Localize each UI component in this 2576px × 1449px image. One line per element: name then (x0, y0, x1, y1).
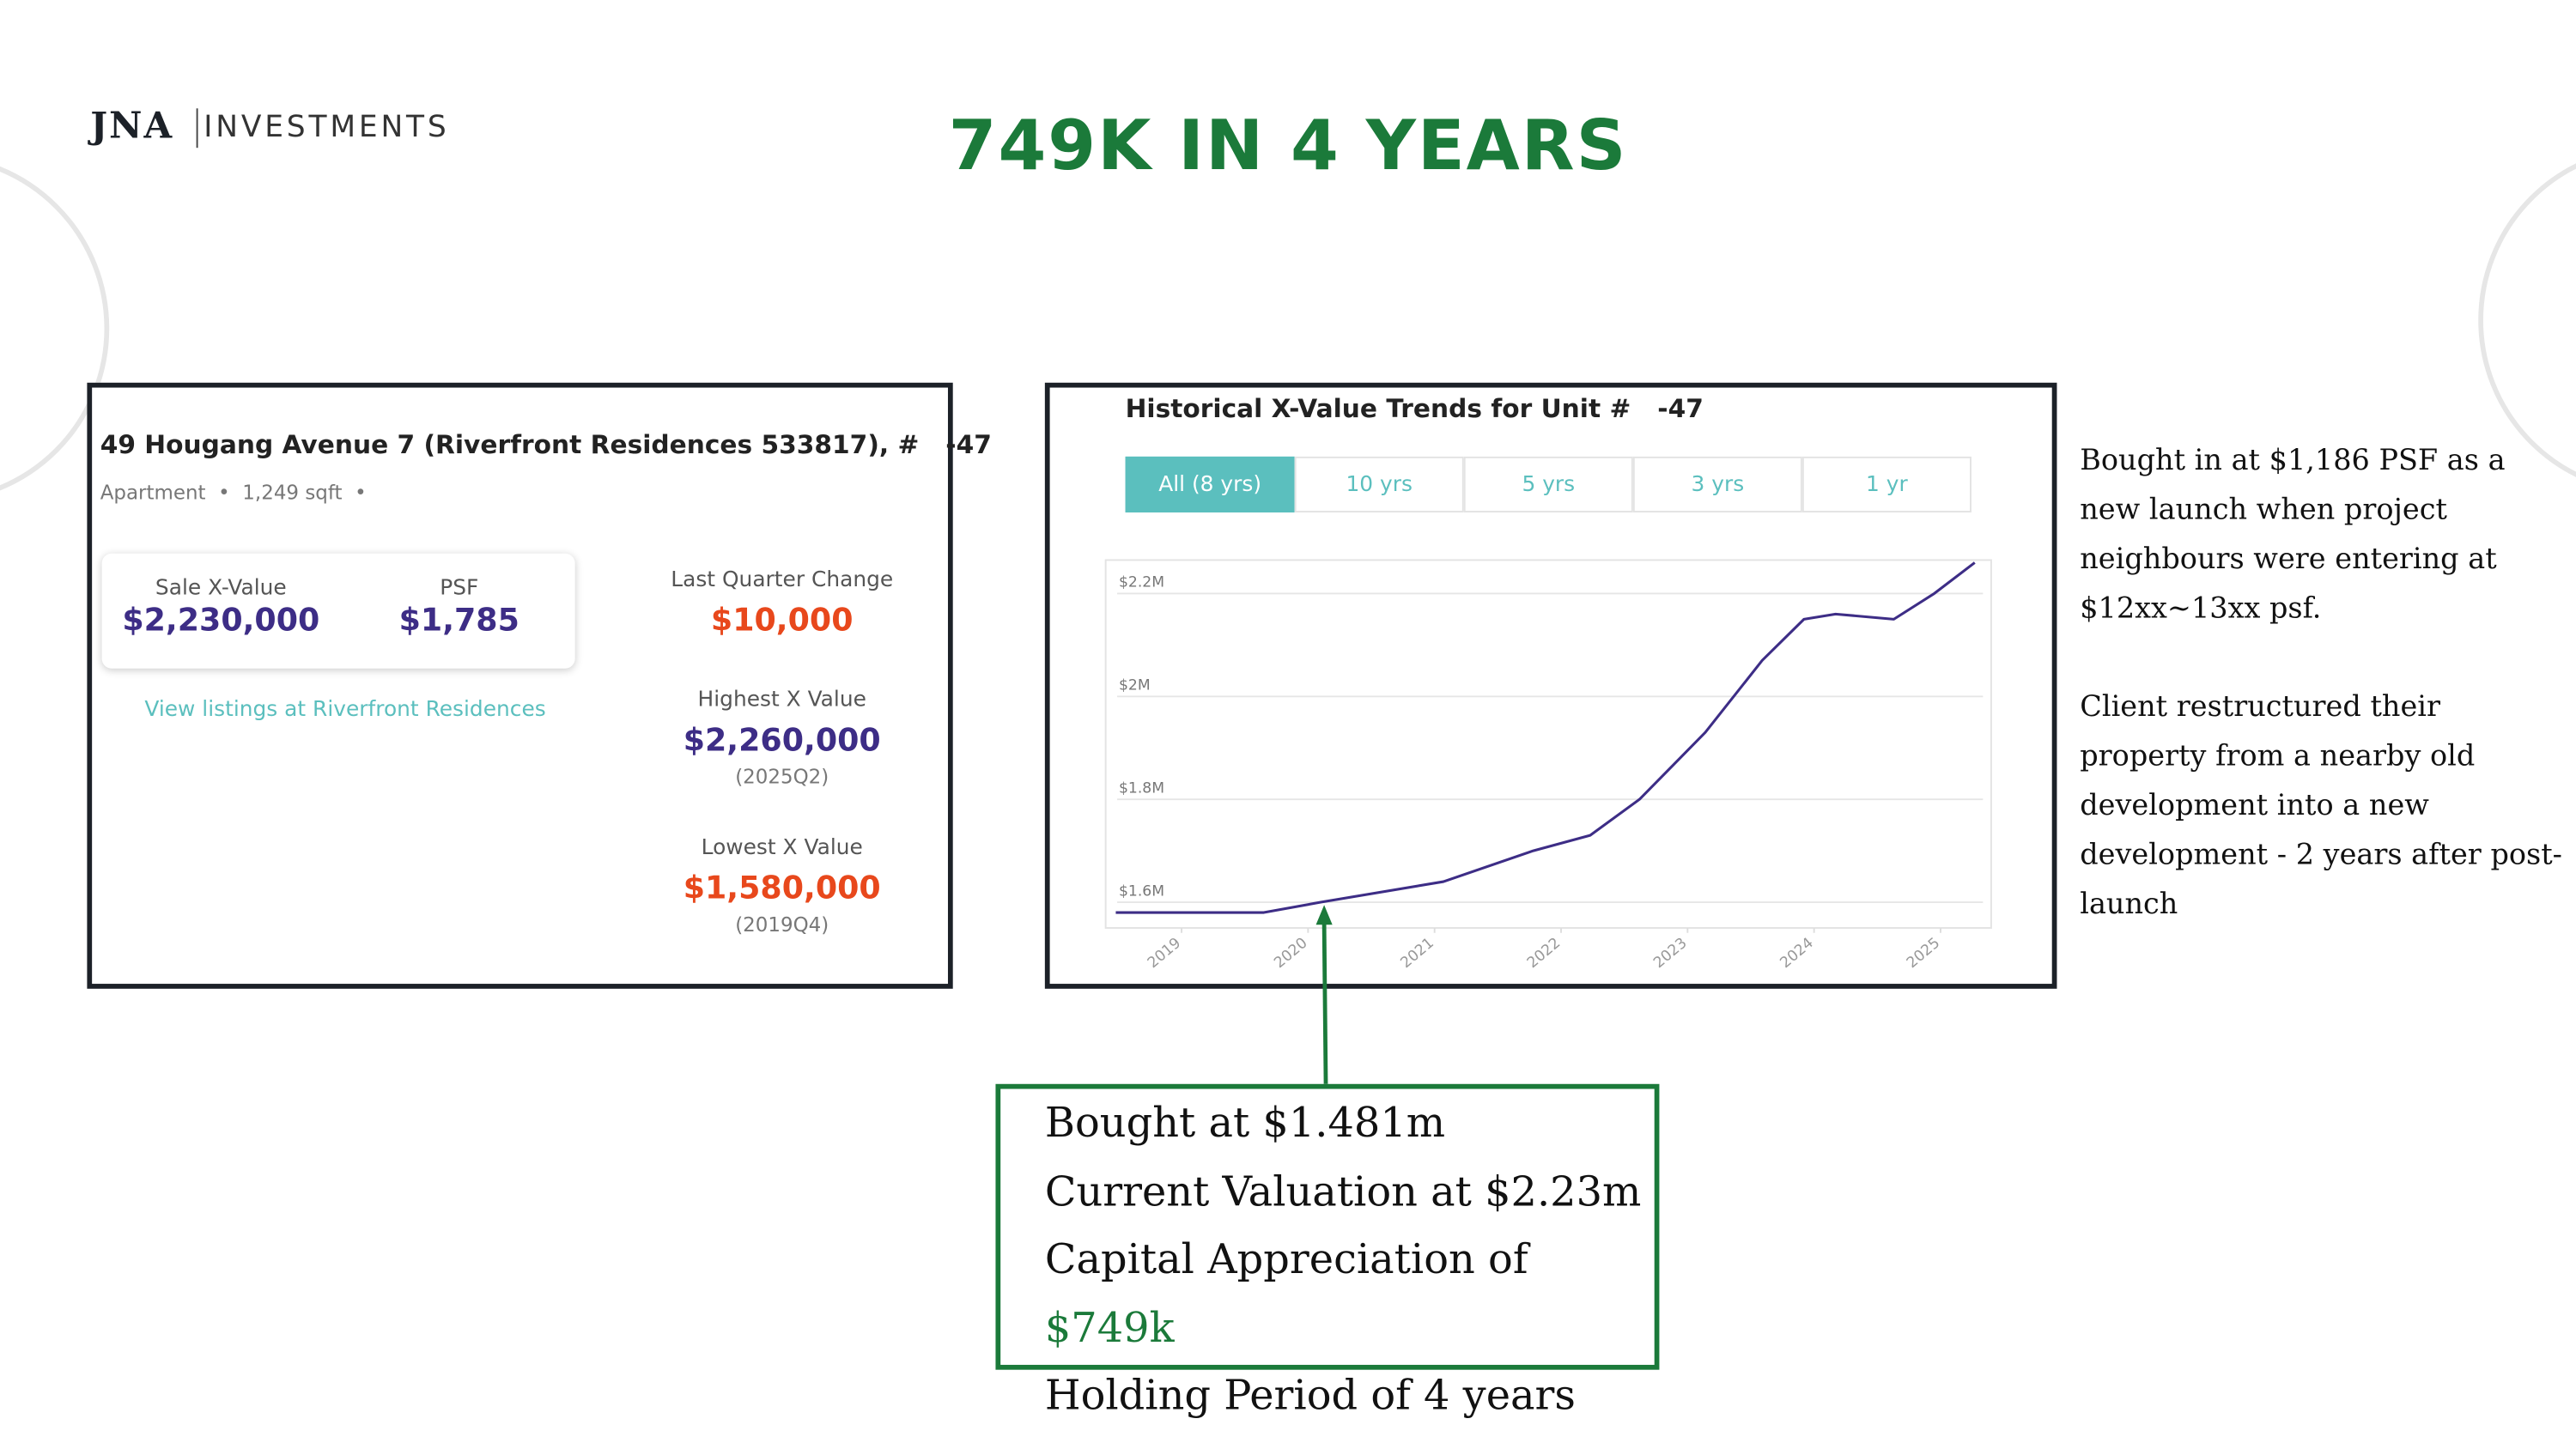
psf-label: PSF (440, 576, 479, 602)
y-tick-label: $2M (1119, 677, 1151, 694)
highest-value: $2,260,000 (683, 722, 881, 759)
lowest-value: $1,580,000 (683, 870, 881, 907)
y-tick-label: $1.6M (1119, 882, 1164, 900)
range-tab[interactable]: All (8 yrs) (1125, 456, 1295, 512)
callout: Bought at $1.481m Current Valuation at $… (995, 1083, 1660, 1419)
range-tab[interactable]: 10 yrs (1294, 456, 1464, 512)
callout-line: Current Valuation at $2.23m (1044, 1167, 1642, 1215)
range-tab[interactable]: 3 yrs (1632, 456, 1802, 512)
arrow-head (1315, 905, 1333, 925)
property-type: Apartment • 1,249 sqft • (100, 481, 367, 505)
callout-line: Holding Period of 4 years (1044, 1371, 1576, 1420)
change-label: Last Quarter Change (671, 568, 894, 593)
highest-period: (2025Q2) (735, 765, 829, 789)
lowest-label: Lowest X Value (701, 835, 863, 861)
slide-title: 749K IN 4 YEARS (948, 105, 1628, 186)
type: Apartment (100, 481, 206, 505)
chart-title: Historical X-Value Trends for Unit # -47 (1125, 394, 1704, 424)
size: 1,249 sqft (242, 481, 343, 505)
listing-panel: 49 Hougang Avenue 7 (Riverfront Residenc… (87, 382, 992, 989)
note: Bought in at $1,186 PSF as a new launch … (2080, 445, 2506, 626)
callout-line: Bought at $1.481m (1044, 1098, 1446, 1147)
y-tick-label: $1.8M (1119, 780, 1164, 797)
notes: Bought in at $1,186 PSF as a new launch … (2080, 437, 2573, 930)
decor-circle (0, 166, 110, 491)
chart-panel: Historical X-Value Trends for Unit # -47… (1044, 382, 2057, 989)
callout-highlight: $749k (1044, 1303, 1175, 1351)
range-tab[interactable]: 5 yrs (1463, 456, 1633, 512)
logo-mark: JNA (90, 105, 174, 149)
range-tab[interactable]: 1 yr (1801, 456, 1971, 512)
change-value: $10,000 (710, 603, 854, 640)
note: Client restructured their property from … (2080, 691, 2563, 922)
listings-link[interactable]: View listings at Riverfront Residences (144, 698, 546, 723)
callout-text: Capital Appreciation of (1044, 1234, 1528, 1283)
sale-value: $2,230,000 (122, 603, 320, 640)
highest-label: Highest X Value (697, 688, 866, 713)
lowest-period: (2019Q4) (735, 912, 829, 937)
psf-value: $1,785 (398, 603, 519, 640)
value-card: Sale X-Value $2,230,000 PSF $1,785 (101, 553, 575, 669)
plot-frame (1104, 559, 1992, 929)
logo-name: INVESTMENTS (204, 110, 450, 145)
line (1115, 561, 1976, 914)
callout-line: Capital Appreciation of $749k (1045, 1225, 1655, 1361)
sale-label: Sale X-Value (155, 576, 287, 602)
arrow-line (1321, 923, 1328, 1084)
y-tick-label: $2.2M (1119, 574, 1164, 591)
address: 49 Hougang Avenue 7 (Riverfront Residenc… (100, 430, 992, 460)
decor-circle (2478, 163, 2576, 477)
